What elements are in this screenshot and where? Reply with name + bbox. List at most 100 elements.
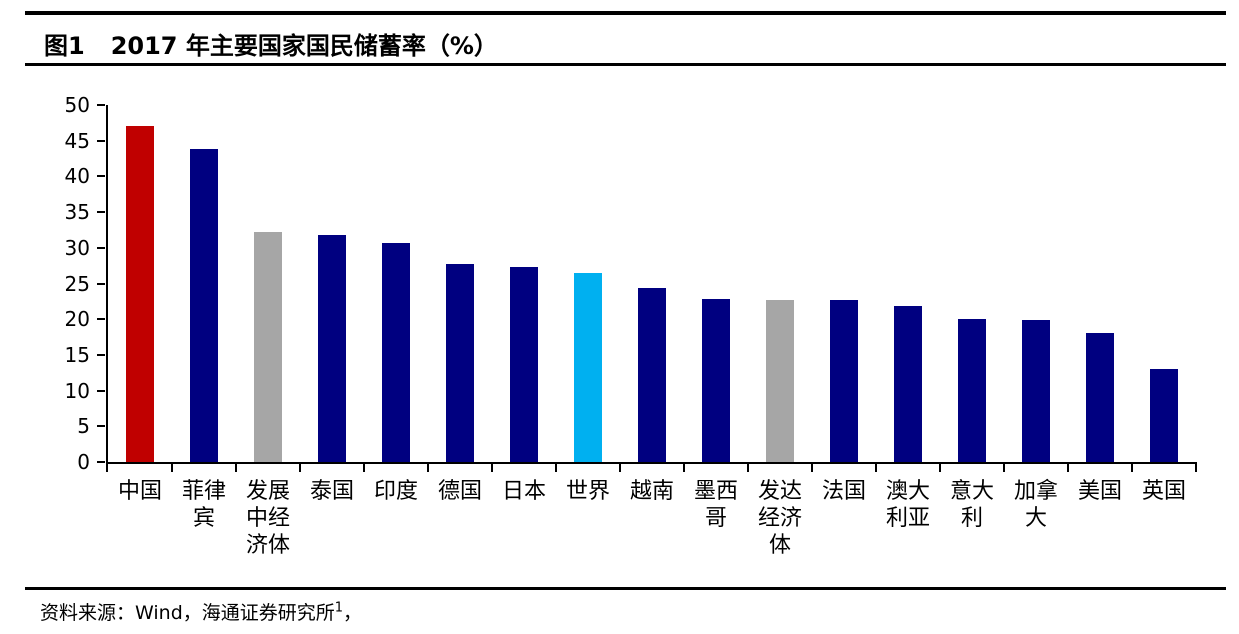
x-axis-tick: [875, 462, 877, 472]
source-divider-rule: [25, 587, 1226, 590]
category-label: 发展中经济体: [245, 479, 290, 558]
bar: [1022, 319, 1050, 462]
x-axis-tick: [939, 462, 941, 472]
bar-group: 世界: [556, 105, 621, 504]
plot-frame: 中国 菲律宾 发展中经济体 泰国 印度 德国 日本 世界 越南 墨西哥 发达经济体 法国 澳大利亚 意大利…: [106, 105, 1197, 558]
y-axis-tick-label: 50: [64, 93, 90, 117]
y-axis-tick-label: 10: [64, 379, 90, 403]
source-note: 资料来源：Wind，海通证券研究所1，: [40, 598, 362, 625]
y-axis-tick: [97, 175, 105, 177]
x-axis-tick: [363, 462, 365, 472]
bar: [1086, 332, 1114, 462]
category-label: 中国: [117, 479, 162, 504]
y-axis-tick-label: 15: [64, 343, 90, 367]
x-axis-tick: [235, 462, 237, 472]
x-axis-tick: [1067, 462, 1069, 472]
category-label: 英国: [1141, 479, 1186, 504]
x-axis-tick: [299, 462, 301, 472]
category-label: 加拿大: [1013, 479, 1058, 531]
bar: [510, 267, 538, 462]
bar: [766, 299, 794, 462]
x-axis-tick: [491, 462, 493, 472]
category-label: 美国: [1077, 479, 1122, 504]
y-axis-tick: [97, 354, 105, 356]
title-divider-rule: [25, 63, 1226, 66]
figure-title: 图1 2017 年主要国家国民储蓄率（%）: [44, 26, 498, 61]
figure-number-label: 图1: [44, 32, 85, 60]
y-axis-tick-label: 0: [77, 450, 90, 474]
category-label: 越南: [629, 479, 674, 504]
bar: [894, 305, 922, 462]
category-label: 澳大利亚: [885, 479, 930, 531]
bar-group: 澳大利亚: [876, 105, 941, 531]
bar-group: 发达经济体: [748, 105, 813, 558]
category-label: 世界: [565, 479, 610, 504]
x-axis-tick: [683, 462, 685, 472]
bar-chart: 中国 菲律宾 发展中经济体 泰国 印度 德国 日本 世界 越南 墨西哥 发达经济体 法国 澳大利亚 意大利…: [65, 93, 1197, 558]
category-label: 泰国: [309, 479, 354, 504]
x-axis-tick: [1003, 462, 1005, 472]
bar-group: 越南: [620, 105, 685, 504]
y-axis-tick-label: 20: [64, 307, 90, 331]
category-label: 法国: [821, 479, 866, 504]
x-axis-tick: [1195, 462, 1197, 472]
bar-group: 日本: [492, 105, 557, 504]
bar-group: 中国: [106, 105, 173, 504]
y-axis-tick: [97, 283, 105, 285]
bar-group: 墨西哥: [684, 105, 749, 531]
y-axis-tick: [97, 247, 105, 249]
x-axis-tick: [106, 462, 108, 472]
y-axis-tick: [97, 461, 105, 463]
bar-group: 菲律宾: [172, 105, 237, 531]
category-label: 发达经济体: [757, 479, 802, 558]
bar: [190, 149, 218, 462]
x-axis-tick: [619, 462, 621, 472]
source-footnote-marker: 1: [334, 600, 344, 616]
y-axis-tick: [97, 211, 105, 213]
x-axis-tick: [1131, 462, 1133, 472]
category-label: 墨西哥: [693, 479, 738, 531]
bar: [446, 263, 474, 462]
figure-title-text: 2017 年主要国家国民储蓄率（%）: [110, 32, 498, 60]
bar-group: 法国: [812, 105, 877, 504]
bar-group: 美国: [1068, 105, 1133, 504]
bar-group: 英国: [1132, 105, 1197, 504]
x-axis-tick: [427, 462, 429, 472]
y-axis-tick-label: 25: [64, 272, 90, 296]
bar-group: 意大利: [940, 105, 1005, 531]
bar-group: 印度: [364, 105, 429, 504]
bar: [574, 272, 602, 462]
category-label: 菲律宾: [181, 479, 226, 531]
source-trailing-comma: ，: [343, 602, 363, 624]
bar-group: 加拿大: [1004, 105, 1069, 531]
x-axis-tick: [811, 462, 813, 472]
bar: [830, 299, 858, 462]
bar: [318, 234, 346, 462]
y-axis-tick-label: 45: [64, 129, 90, 153]
bar: [126, 126, 154, 462]
category-label: 意大利: [949, 479, 994, 531]
category-label: 日本: [501, 479, 546, 504]
category-label: 德国: [437, 479, 482, 504]
y-axis-tick: [97, 425, 105, 427]
y-axis-tick-label: 5: [77, 414, 90, 438]
x-axis-tick: [747, 462, 749, 472]
bar: [1150, 369, 1178, 462]
x-axis-tick: [171, 462, 173, 472]
y-axis-tick: [97, 140, 105, 142]
top-rule: [25, 11, 1226, 15]
y-axis-tick: [97, 104, 105, 106]
y-axis-tick-label: 30: [64, 236, 90, 260]
bar: [638, 287, 666, 462]
bar-group: 泰国: [300, 105, 365, 504]
bar: [382, 242, 410, 462]
source-text: 资料来源：Wind，海通证券研究所: [40, 602, 335, 624]
bar-group: 德国: [428, 105, 493, 504]
y-axis-tick: [97, 390, 105, 392]
x-axis-tick: [555, 462, 557, 472]
y-axis-tick: [97, 318, 105, 320]
category-label: 印度: [373, 479, 418, 504]
y-axis-tick-label: 35: [64, 200, 90, 224]
bar-group: 发展中经济体: [236, 105, 301, 558]
